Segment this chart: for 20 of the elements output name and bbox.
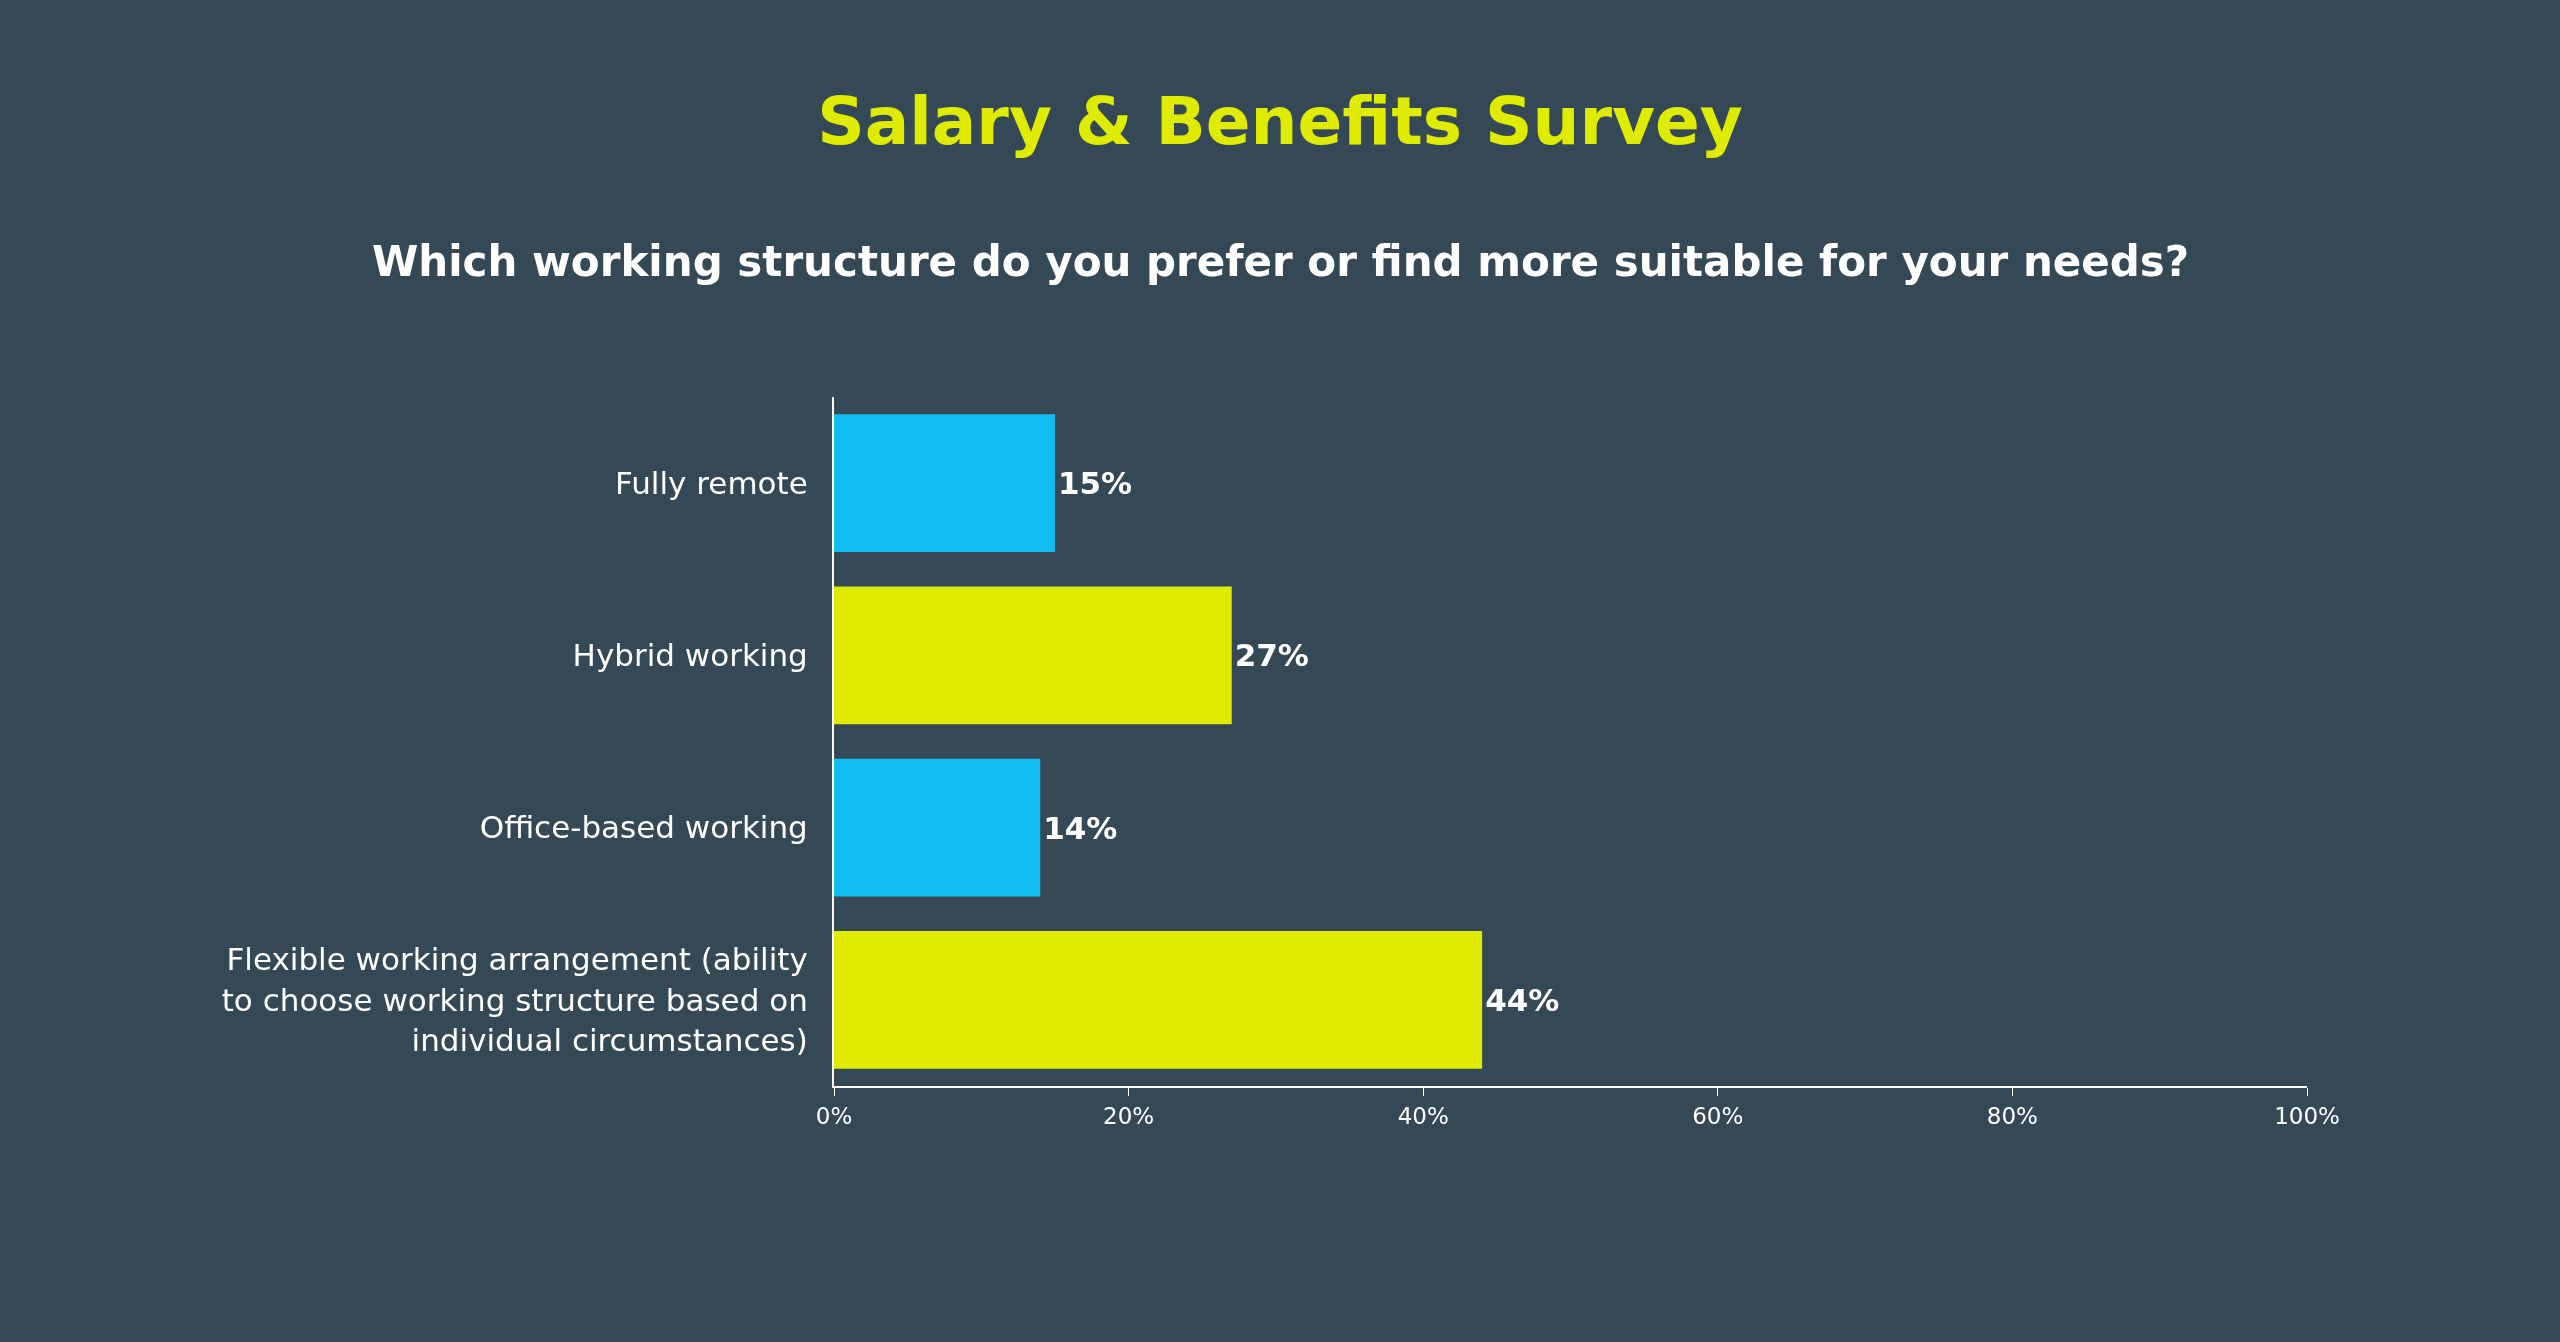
chart-title: Salary & Benefits Survey bbox=[817, 82, 1743, 160]
y-tick-label: Office-based working bbox=[479, 809, 808, 846]
y-tick-label: Fully remote bbox=[615, 464, 808, 501]
bar bbox=[834, 758, 1041, 897]
x-tick-label: 80% bbox=[1986, 1102, 2038, 1129]
data-label: 15% bbox=[1057, 465, 1133, 502]
x-tick-label: 60% bbox=[1692, 1102, 1744, 1129]
y-tick-label: Hybrid working bbox=[572, 637, 808, 674]
chart-subtitle: Which working structure do you prefer or find more suitable for your needs? bbox=[372, 237, 2190, 286]
bar bbox=[834, 586, 1232, 725]
data-label: 27% bbox=[1234, 637, 1309, 674]
data-label: 44% bbox=[1485, 981, 1560, 1018]
x-tick-label: 40% bbox=[1397, 1102, 1449, 1129]
bar bbox=[834, 414, 1055, 553]
x-tick-label: 100% bbox=[2274, 1102, 2340, 1129]
x-tick-label: 0% bbox=[815, 1102, 853, 1129]
bar bbox=[834, 930, 1483, 1069]
data-label: 14% bbox=[1043, 809, 1118, 846]
y-tick-label: Flexible working arrangement (ability to choose working structure based on individual circumstances) bbox=[221, 941, 808, 1059]
x-tick-label: 20% bbox=[1103, 1102, 1155, 1129]
